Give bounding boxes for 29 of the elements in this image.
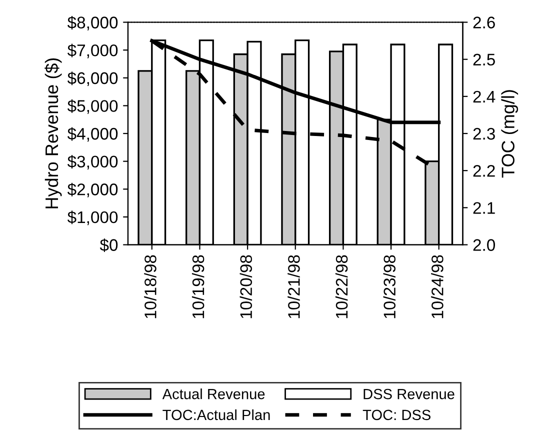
y-tick-label: $8,000 [67,16,118,30]
x-tick-label: 10/22/98 [335,255,348,318]
y2-tick-label: 2.1 [473,202,495,214]
y-axis-title: Hydro Revenue ($) [44,58,62,208]
y-tick-label: $5,000 [67,99,118,114]
x-tick-label: 10/23/98 [383,255,396,318]
x-tick-label: 10/18/98 [144,255,156,318]
y2-tick-label: 2.4 [473,90,496,102]
x-tick-label: 10/19/98 [192,255,204,318]
y-tick-label: $3,000 [67,155,118,170]
y-tick-label: $1,000 [67,210,118,226]
y-tick-label: $0 [100,238,118,252]
y2-tick-label: 2.5 [473,54,495,66]
legend-label: TOC:Actual Plan [162,409,270,420]
x-tick-label: 10/20/98 [240,255,252,318]
y2-tick-label: 2.2 [473,164,495,177]
y-tick-label: $2,000 [67,182,118,198]
legend-label: TOC: DSS [362,410,430,420]
y2-tick-label: 2.6 [473,16,495,28]
y2-axis-title: TOC (mg/l) [501,90,518,178]
y-tick-label: $6,000 [67,72,118,86]
y-tick-label: $7,000 [67,44,118,58]
x-tick-label: 10/24/98 [431,255,444,318]
y-tick-label: $4,000 [67,127,118,142]
y2-tick-label: 2.0 [473,239,496,251]
x-tick-label: 10/21/98 [288,255,300,318]
legend-label: Actual Revenue [162,388,265,400]
y2-tick-label: 2.3 [473,128,495,140]
legend-label: DSS Revenue [364,388,454,400]
